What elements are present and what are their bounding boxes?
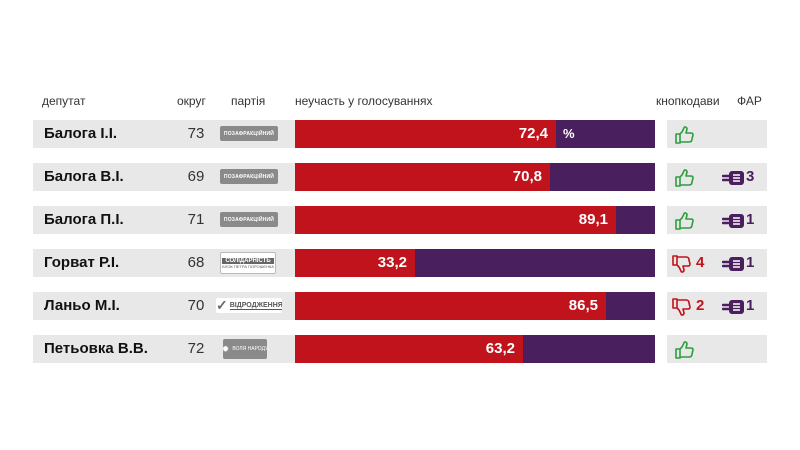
absence-bar <box>295 292 606 320</box>
party-logo-text: СОЛІДАРНІСТЬ <box>222 257 274 264</box>
far-count: 1 <box>746 211 755 228</box>
column-gap <box>655 249 667 277</box>
header-far: ФАР <box>737 94 762 108</box>
column-gap <box>655 163 667 191</box>
header-deputy: депутат <box>42 94 86 108</box>
knopkodav-count: 2 <box>696 297 705 314</box>
column-gap <box>655 335 667 363</box>
absence-bar <box>295 249 415 277</box>
far-hand-icon <box>721 212 746 230</box>
party-logo-subtext: БЛОК ПЕТРА ПОРОШЕНКА <box>222 263 274 269</box>
party-logo-solidarnist: СОЛІДАРНІСТЬ БЛОК ПЕТРА ПОРОШЕНКА <box>220 252 276 274</box>
absence-value-label: 63,2 <box>485 340 515 357</box>
absence-bar <box>295 120 556 148</box>
deputy-row: Ланьо М.І. 70 ✓ ВІДРОДЖЕННЯ 86,5 2 1 <box>33 292 767 320</box>
participation-bar: 63,2 <box>295 335 655 363</box>
thumbs-up-icon <box>674 125 696 145</box>
far-hand-icon <box>721 255 746 273</box>
party-logo-text: ВІДРОДЖЕННЯ <box>229 301 282 310</box>
star-ring-icon: ✹ <box>223 343 230 354</box>
deputy-name: Ланьо М.І. <box>44 297 120 314</box>
party-logo-volia-narodu: ✹ ВОЛЯ НАРОДУ <box>223 339 267 359</box>
absence-value-label: 89,1 <box>578 211 608 228</box>
thumbs-down-icon <box>671 254 693 274</box>
absence-value-label: 86,5 <box>568 297 598 314</box>
participation-bar: 70,8 <box>295 163 655 191</box>
header-party: партія <box>231 94 266 108</box>
absence-bar <box>295 206 616 234</box>
party-logo-vidrodzhennia: ✓ ВІДРОДЖЕННЯ <box>216 298 282 313</box>
far-count: 1 <box>746 297 755 314</box>
deputy-name: Горват Р.І. <box>44 254 120 271</box>
deputy-name: Балога В.І. <box>44 168 124 185</box>
absence-value-label: 33,2 <box>377 254 407 271</box>
far-count: 3 <box>746 168 755 185</box>
party-logo-text: ПОЗАФРАКЦІЙНИЙ <box>223 173 275 180</box>
header-absence: неучасть у голосуваннях <box>295 94 433 108</box>
knopkodav-count: 4 <box>696 254 705 271</box>
party-logo-pozafraktsiinyi: ПОЗАФРАКЦІЙНИЙ <box>220 212 278 227</box>
header-okrug: округ <box>177 94 206 108</box>
deputy-row: Балога В.І. 69 ПОЗАФРАКЦІЙНИЙ 70,8 3 <box>33 163 767 191</box>
deputy-row: Петьовка В.В. 72 ✹ ВОЛЯ НАРОДУ 63,2 <box>33 335 767 363</box>
column-gap <box>655 292 667 320</box>
column-gap <box>655 120 667 148</box>
far-hand-icon <box>721 169 746 187</box>
absence-bar <box>295 335 523 363</box>
thumbs-up-icon <box>674 211 696 231</box>
participation-bar: 72,4% <box>295 120 655 148</box>
deputy-row: Балога П.І. 71 ПОЗАФРАКЦІЙНИЙ 89,1 1 <box>33 206 767 234</box>
okrug-number: 70 <box>187 297 205 314</box>
deputy-row: Горват Р.І. 68 СОЛІДАРНІСТЬ БЛОК ПЕТРА ПОРО… <box>33 249 767 277</box>
absence-bar <box>295 163 550 191</box>
okrug-number: 71 <box>187 211 205 228</box>
party-logo-text: ПОЗАФРАКЦІЙНИЙ <box>223 130 275 137</box>
participation-bar: 86,5 <box>295 292 655 320</box>
party-logo-pozafraktsiinyi: ПОЗАФРАКЦІЙНИЙ <box>220 126 278 141</box>
participation-bar: 89,1 <box>295 206 655 234</box>
participation-bar: 33,2 <box>295 249 655 277</box>
okrug-number: 72 <box>187 340 205 357</box>
far-hand-icon <box>721 298 746 316</box>
okrug-number: 69 <box>187 168 205 185</box>
party-logo-text: ВОЛЯ НАРОДУ <box>232 346 267 352</box>
absence-value-label: 70,8 <box>512 168 542 185</box>
thumbs-up-icon <box>674 168 696 188</box>
deputy-name: Петьовка В.В. <box>44 340 148 357</box>
party-logo-pozafraktsiinyi: ПОЗАФРАКЦІЙНИЙ <box>220 169 278 184</box>
deputy-name: Балога П.І. <box>44 211 124 228</box>
deputy-row: Балога І.І. 73 ПОЗАФРАКЦІЙНИЙ 72,4% <box>33 120 767 148</box>
thumbs-down-icon <box>671 297 693 317</box>
column-gap <box>655 206 667 234</box>
absence-value-label: 72,4 <box>518 125 548 142</box>
header-knopkodavy: кнопкодави <box>656 94 720 108</box>
okrug-number: 68 <box>187 254 205 271</box>
thumbs-up-icon <box>674 340 696 360</box>
deputy-name: Балога І.І. <box>44 125 118 142</box>
party-logo-text: ПОЗАФРАКЦІЙНИЙ <box>223 216 275 223</box>
percent-label: % <box>563 126 575 141</box>
far-count: 1 <box>746 254 755 271</box>
okrug-number: 73 <box>187 125 205 142</box>
checkmark-icon: ✓ <box>216 298 228 313</box>
